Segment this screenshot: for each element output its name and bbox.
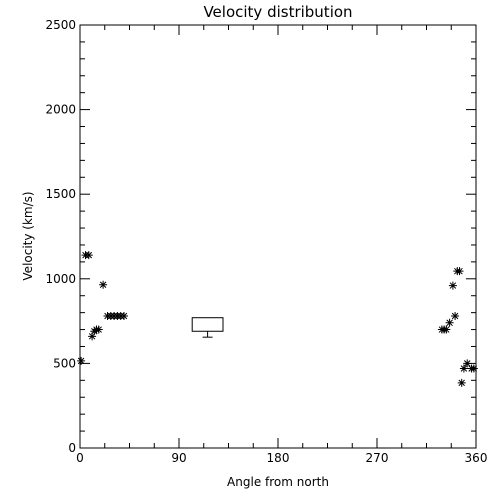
y-tick-label: 500 [53, 356, 76, 370]
data-point [457, 378, 466, 387]
chart-title: Velocity distribution [203, 3, 352, 21]
x-tick-label: 180 [267, 451, 290, 465]
box-annotation [191, 317, 224, 338]
data-point [99, 280, 108, 289]
box-rect [191, 317, 224, 332]
data-point [88, 332, 97, 341]
y-tick-label: 2000 [45, 103, 76, 117]
x-axis-ticks: 0 90 180 270 360 [76, 25, 487, 465]
y-tick-label: 2500 [45, 18, 76, 32]
data-point [442, 325, 451, 334]
x-axis-label: Angle from north [227, 475, 329, 489]
y-axis-ticks: 0 500 1000 1500 2000 2500 [45, 18, 476, 455]
data-point [451, 312, 460, 321]
plot-frame [79, 24, 477, 449]
data-point [463, 359, 472, 368]
data-points [77, 251, 478, 387]
x-tick-label: 270 [366, 451, 389, 465]
y-tick-label: 1500 [45, 187, 76, 201]
y-tick-label: 1000 [45, 272, 76, 286]
x-tick-label: 360 [465, 451, 488, 465]
data-point [94, 325, 103, 334]
data-point [120, 312, 128, 321]
data-point [448, 281, 457, 290]
y-axis-label: Velocity (km/s) [21, 191, 35, 280]
data-point [84, 251, 93, 260]
x-tick-label: 0 [76, 451, 84, 465]
data-point [445, 318, 454, 327]
x-tick-label: 90 [171, 451, 186, 465]
data-point [459, 364, 468, 373]
data-point [469, 364, 478, 373]
y-tick-label: 0 [68, 441, 76, 455]
data-point [455, 267, 464, 276]
data-point [77, 356, 86, 365]
